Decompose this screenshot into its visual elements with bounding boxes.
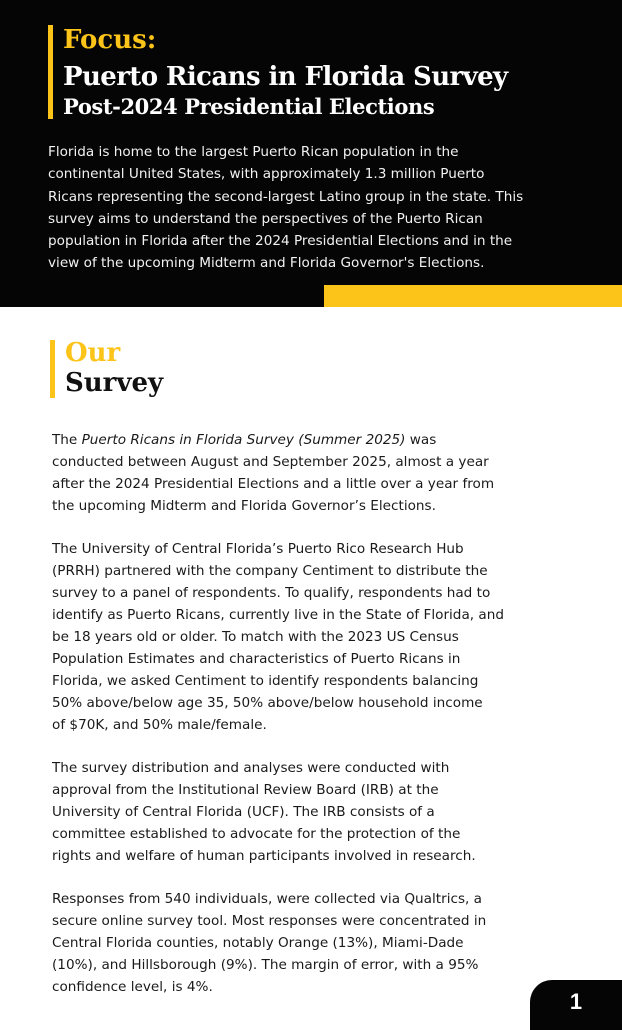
paragraph-line: rights and welfare of human participants… <box>52 848 476 864</box>
paragraph-line: confidence level, is 4%. <box>52 979 213 995</box>
paragraph-line: The Puerto Ricans in Florida Survey (Sum… <box>52 429 504 451</box>
focus-label: Focus: <box>63 25 157 55</box>
paragraph-line: (10%), and Hillsborough (9%). The margin… <box>52 957 479 973</box>
survey-name: Puerto Ricans in Florida Survey (Summer … <box>81 432 406 448</box>
paragraph-line: be 18 years old or older. To match with … <box>52 629 459 645</box>
paragraph-line: Florida, we asked Centiment to identify … <box>52 673 479 689</box>
text: was <box>405 432 437 448</box>
paragraph-line: Central Florida counties, notably Orange… <box>52 935 464 951</box>
paragraph-3: The survey distribution and analyses wer… <box>52 757 504 867</box>
header-banner <box>0 0 622 307</box>
paragraph-line: survey to a panel of respondents. To qua… <box>52 585 491 601</box>
page-number-tab: 1 <box>530 980 622 1030</box>
paragraph-line: committee established to advocate for th… <box>52 826 461 842</box>
page-subtitle: Post-2024 Presidential Elections <box>63 94 435 119</box>
paragraph-line: The survey distribution and analyses wer… <box>52 760 450 776</box>
intro-line: survey aims to understand the perspectiv… <box>48 210 483 227</box>
intro-line: Florida is home to the largest Puerto Ri… <box>48 144 459 160</box>
paragraph-line: after the 2024 Presidential Elections an… <box>52 476 495 492</box>
paragraph-1: The Puerto Ricans in Florida Survey (Sum… <box>52 429 504 517</box>
paragraph-line: University of Central Florida (UCF). The… <box>52 804 435 820</box>
section-heading-our: Our <box>65 338 121 368</box>
paragraph-line: (PRRH) partnered with the company Centim… <box>52 563 488 579</box>
intro-text: Florida is home to the largest Puerto Ri… <box>48 141 523 275</box>
paragraph-line: Responses from 540 individuals, were col… <box>52 891 483 907</box>
paragraph-line: The University of Central Florida’s Puer… <box>52 541 464 557</box>
paragraph-line: of $70K, and 50% male/female. <box>52 717 267 733</box>
accent-bar <box>324 285 622 307</box>
paragraph-line: conducted between August and September 2… <box>52 454 489 470</box>
paragraph-2: The University of Central Florida’s Puer… <box>52 538 504 736</box>
section-heading-survey: Survey <box>65 368 164 398</box>
intro-line: population in Florida after the 2024 Pre… <box>48 233 513 250</box>
page-title: Puerto Ricans in Florida Survey <box>63 62 508 92</box>
section-body: The Puerto Ricans in Florida Survey (Sum… <box>52 429 504 1019</box>
paragraph-line: Population Estimates and characteristics… <box>52 651 461 667</box>
intro-line: continental United States, with approxim… <box>48 166 485 183</box>
section-accent-bar <box>50 340 55 398</box>
page-number: 1 <box>569 989 583 1014</box>
intro-line: Ricans representing the second-largest L… <box>48 188 524 205</box>
paragraph-line: the upcoming Midterm and Florida Governo… <box>52 498 436 514</box>
text: The <box>52 432 82 448</box>
paragraph-line: secure online survey tool. Most response… <box>52 913 487 929</box>
paragraph-line: 50% above/below age 35, 50% above/below … <box>52 695 483 711</box>
intro-line: view of the upcoming Midterm and Florida… <box>48 255 485 272</box>
paragraph-line: identify as Puerto Ricans, currently liv… <box>52 607 504 623</box>
paragraph-4: Responses from 540 individuals, were col… <box>52 888 504 998</box>
title-accent-bar <box>48 25 53 119</box>
paragraph-line: approval from the Institutional Review B… <box>52 782 439 798</box>
